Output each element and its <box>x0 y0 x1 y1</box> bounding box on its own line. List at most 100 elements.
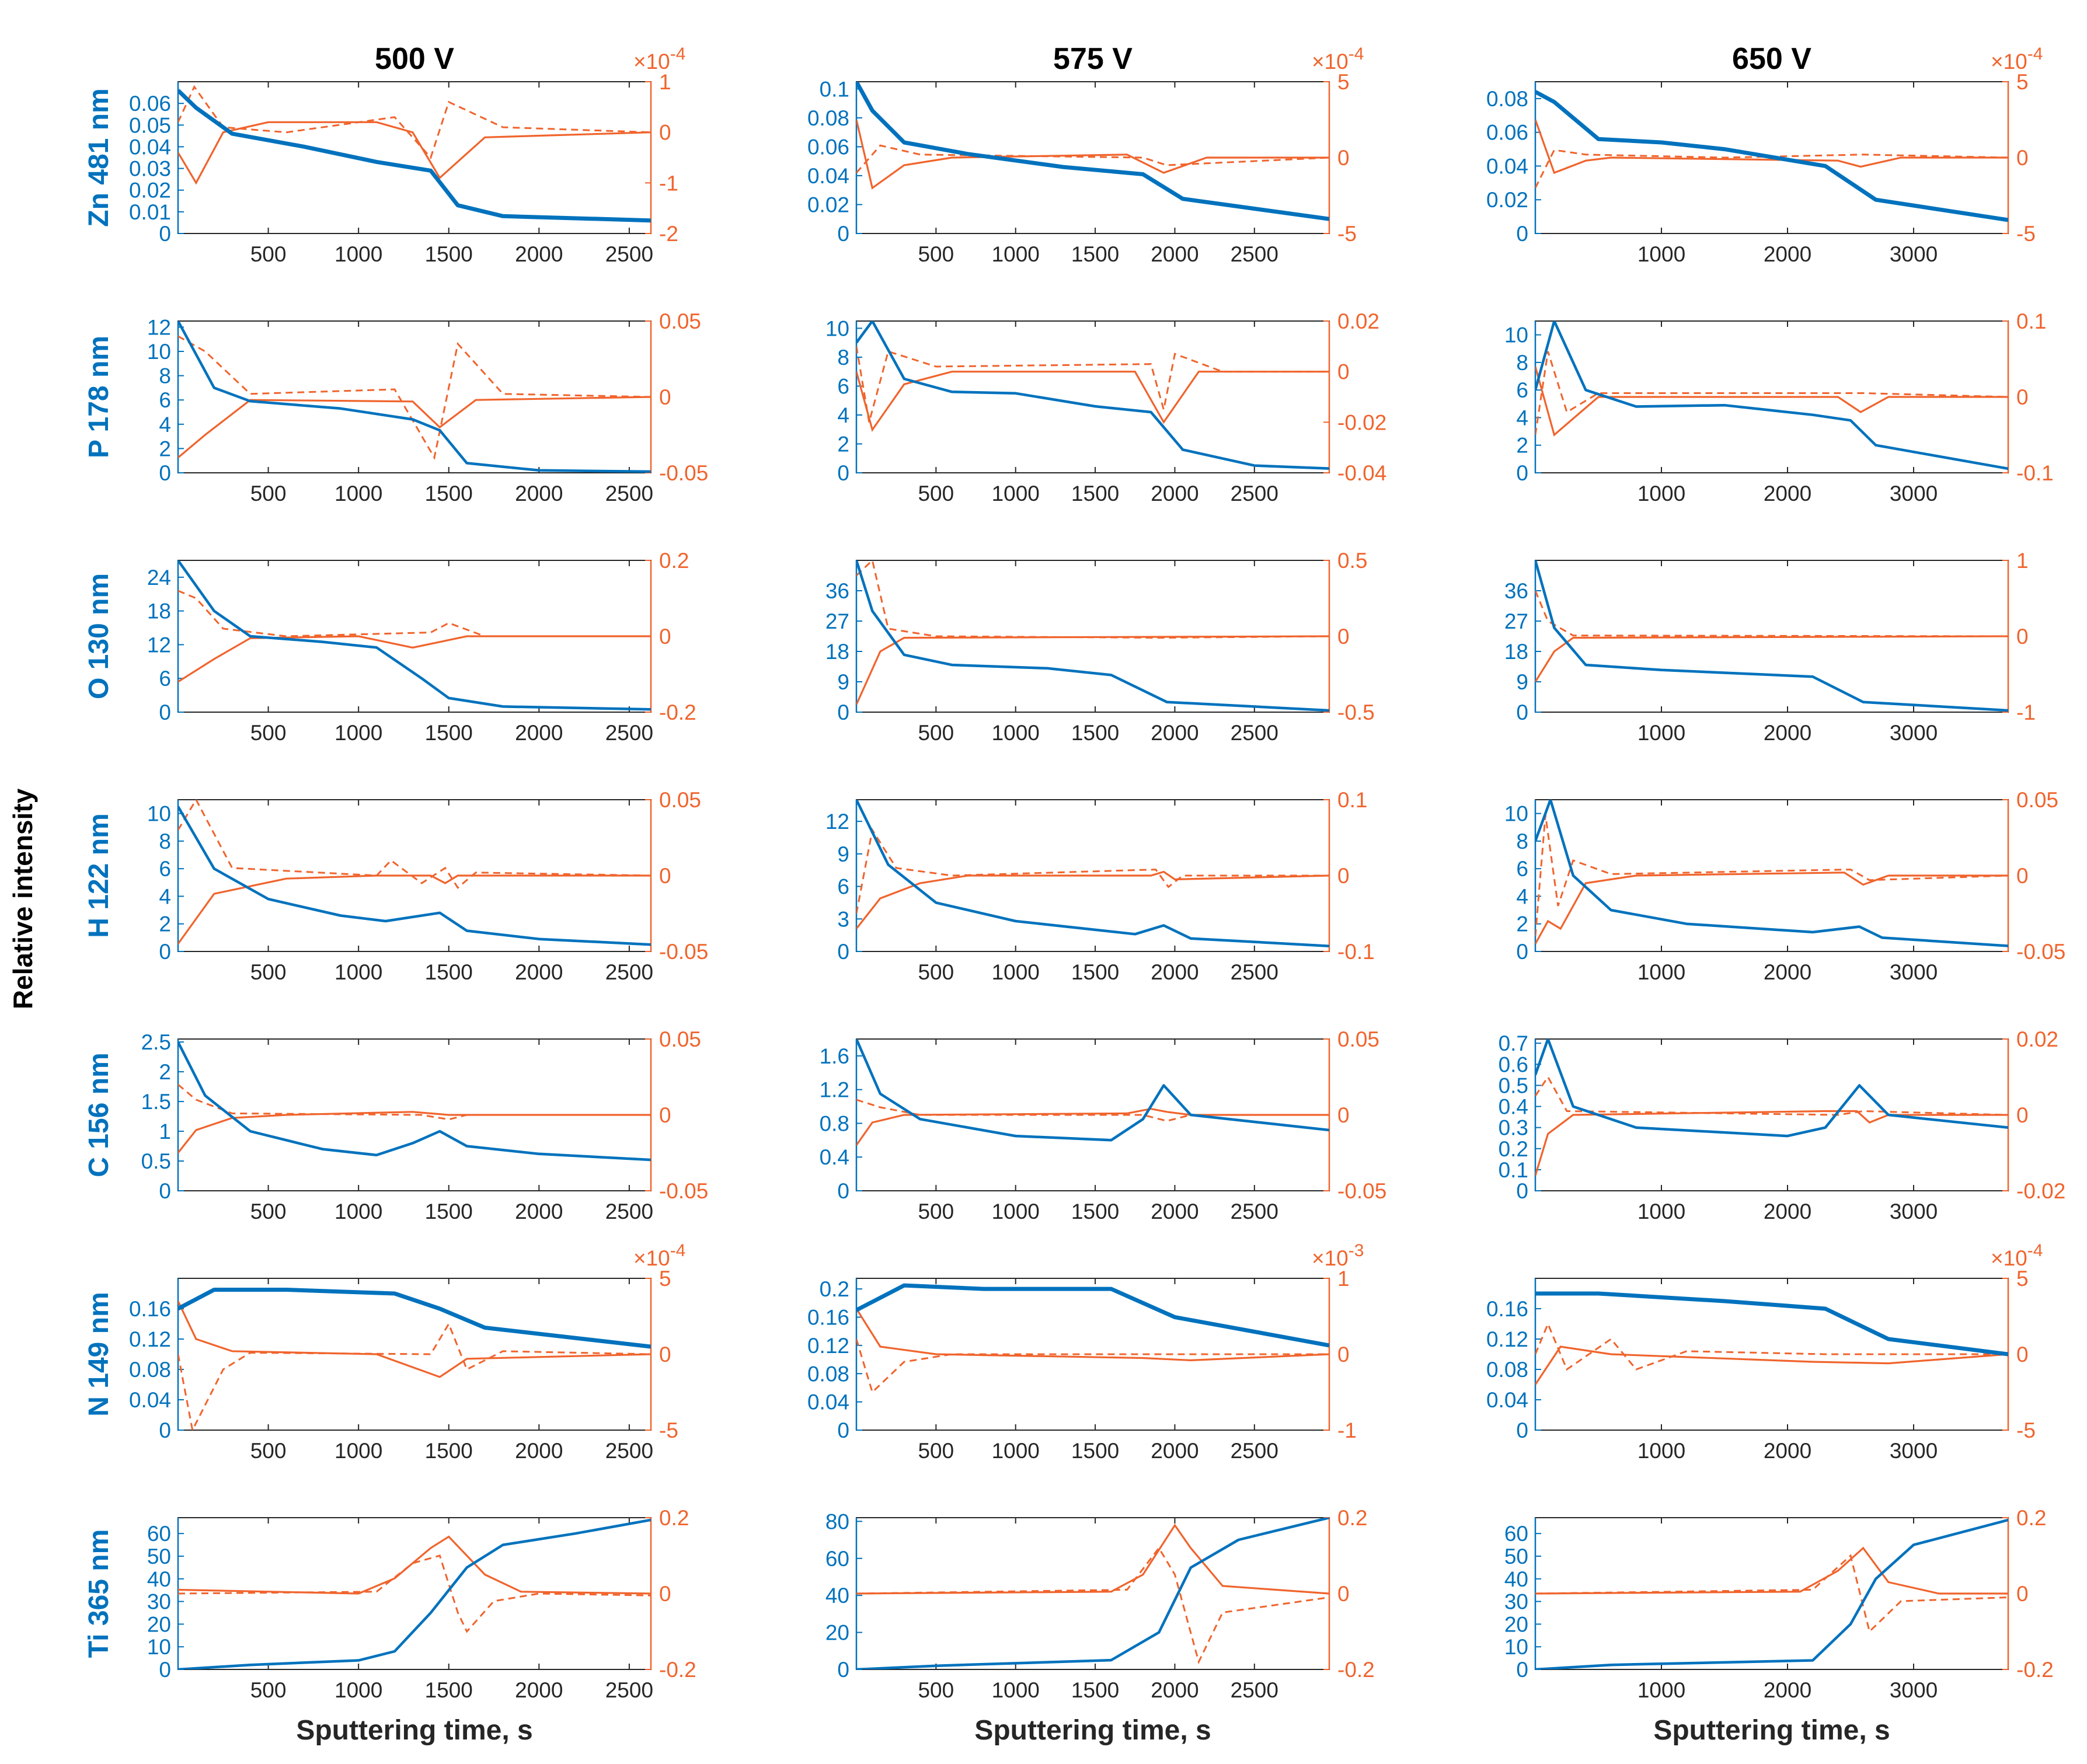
right-tick-label: -1 <box>659 171 678 195</box>
left-tick-label: 0 <box>159 1179 171 1203</box>
x-tick-label: 2000 <box>1151 721 1198 745</box>
right-tick-label: 0 <box>659 385 671 409</box>
x-tick-label: 2000 <box>1764 1439 1811 1463</box>
column-title: 650 V <box>1732 42 1811 76</box>
right-tick-label: 0 <box>659 625 671 649</box>
left-tick-label: 12 <box>147 315 171 339</box>
x-tick-label: 2500 <box>1231 482 1278 506</box>
x-tick-label: 2000 <box>515 960 563 984</box>
x-tick-label: 1000 <box>992 1439 1040 1463</box>
right-tick-label: 0 <box>659 1103 671 1127</box>
left-tick-label: 8 <box>837 346 849 369</box>
x-tick-label: 500 <box>250 1439 287 1463</box>
left-tick-label: 0 <box>837 940 849 964</box>
left-tick-label: 2 <box>159 1060 171 1084</box>
right-tick-label: 5 <box>2016 70 2029 94</box>
right-tick-label: 5 <box>2016 1267 2029 1291</box>
left-tick-label: 12 <box>825 810 849 834</box>
x-tick-label: 1500 <box>425 721 473 745</box>
x-tick-label: 1000 <box>992 960 1040 984</box>
exponent-power: -4 <box>670 1241 686 1260</box>
x-tick-label: 3000 <box>1890 482 1938 506</box>
x-tick-label: 1000 <box>1637 1678 1685 1702</box>
x-tick-label: 1000 <box>1637 721 1685 745</box>
left-tick-label: 0.5 <box>1499 1073 1528 1097</box>
right-tick-label: 1 <box>2016 549 2029 573</box>
exponent-label: ×10-4 <box>1312 44 1364 74</box>
panel: 500 1000 1500 2000 2500 0 3 6 9 12 -0.1 0 0.1 <box>825 788 1375 984</box>
left-tick-label: 30 <box>147 1590 171 1614</box>
right-tick-label: -0.05 <box>1337 1179 1386 1203</box>
panel: 500 1000 1500 2000 2500 0 2 4 6 8 10 -0.05 0 0.05 <box>147 788 709 984</box>
right-tick-label: 0 <box>659 1343 671 1366</box>
right-tick-label: 0 <box>2016 385 2029 409</box>
right-tick-label: -0.02 <box>2016 1179 2065 1203</box>
x-tick-label: 500 <box>918 1678 954 1702</box>
left-tick-label: 4 <box>1516 884 1528 908</box>
axes-frame <box>177 81 651 234</box>
left-tick-label: 0.08 <box>807 1362 849 1386</box>
intensity-line <box>178 1288 651 1349</box>
right-tick-label: 0 <box>2016 1103 2029 1127</box>
left-tick-label: 6 <box>159 388 171 412</box>
right-tick-label: 0 <box>1337 625 1350 649</box>
right-tick-label: 0 <box>2016 1343 2029 1366</box>
panel: 500 1000 1500 2000 2500 0 0.5 1 1.5 2 2.5 -0.05 0 0.0… <box>141 1027 709 1223</box>
right-tick-label: 0.05 <box>659 788 701 812</box>
x-tick-label: 1500 <box>1071 482 1119 506</box>
left-tick-label: 0.01 <box>129 200 171 224</box>
exponent-base: ×10 <box>1312 50 1349 74</box>
left-tick-label: 0.04 <box>1486 1388 1528 1412</box>
x-tick-label: 1000 <box>335 1678 382 1702</box>
right-tick-label: -0.05 <box>659 461 708 485</box>
left-tick-label: 1 <box>159 1120 171 1144</box>
x-tick-label: 3000 <box>1890 242 1938 266</box>
right-tick-label: 0 <box>1337 1103 1350 1127</box>
right-tick-label: -0.05 <box>659 940 708 964</box>
x-tick-label: 1500 <box>425 242 473 266</box>
x-tick-label: 500 <box>250 242 287 266</box>
left-tick-label: 6 <box>1516 857 1528 881</box>
x-tick-label: 3000 <box>1890 960 1938 984</box>
x-tick-label: 2000 <box>1764 1200 1811 1223</box>
left-tick-label: 0.16 <box>129 1297 171 1321</box>
x-tick-label: 1500 <box>1071 242 1119 266</box>
x-tick-label: 1000 <box>335 1439 382 1463</box>
left-tick-label: 40 <box>1504 1567 1528 1591</box>
derivative-line <box>178 635 651 683</box>
right-tick-label: -5 <box>2016 222 2036 246</box>
right-tick-label: 0.02 <box>1337 309 1379 333</box>
left-tick-label: 10 <box>147 1635 171 1659</box>
intensity-line <box>1535 800 2008 947</box>
x-tick-label: 1000 <box>992 721 1040 745</box>
x-tick-label: 1500 <box>425 1678 473 1702</box>
right-tick-label: 1 <box>1337 1267 1350 1291</box>
left-tick-label: 0 <box>159 940 171 964</box>
left-tick-label: 0.02 <box>129 179 171 203</box>
panel: 500 1000 1500 2000 2500 0 9 18 27 36 -0.5 0 0.5 <box>825 549 1375 745</box>
left-tick-label: 10 <box>147 340 171 364</box>
derivative-line <box>856 635 1329 705</box>
exponent-label: ×10-4 <box>633 44 685 74</box>
left-tick-label: 0 <box>1516 222 1528 246</box>
x-tick-label: 1000 <box>335 482 382 506</box>
x-tick-label: 500 <box>250 1200 287 1223</box>
x-tick-label: 3000 <box>1890 721 1938 745</box>
derivative-line <box>1535 635 2008 682</box>
panel: 500 1000 1500 2000 2500 0 20 40 60 80 -0.2 0 0.2 <box>825 1506 1375 1702</box>
left-tick-label: 6 <box>1516 378 1528 402</box>
x-tick-label: 1500 <box>1071 960 1119 984</box>
derivative-line <box>178 1535 651 1595</box>
x-tick-label: 3000 <box>1890 1200 1938 1223</box>
left-tick-label: 2 <box>1516 434 1528 458</box>
right-tick-label: -0.04 <box>1337 461 1386 485</box>
panel: 500 1000 1500 2000 2500 0 6 12 18 24 -0.2 0 0.2 <box>147 549 696 745</box>
right-tick-label: 0 <box>659 1582 671 1606</box>
left-tick-label: 0 <box>159 222 171 246</box>
left-tick-label: 20 <box>147 1612 171 1636</box>
left-tick-label: 0 <box>159 700 171 724</box>
x-tick-label: 1500 <box>425 482 473 506</box>
right-tick-label: 0.2 <box>2016 1506 2046 1530</box>
intensity-line <box>178 1041 651 1162</box>
